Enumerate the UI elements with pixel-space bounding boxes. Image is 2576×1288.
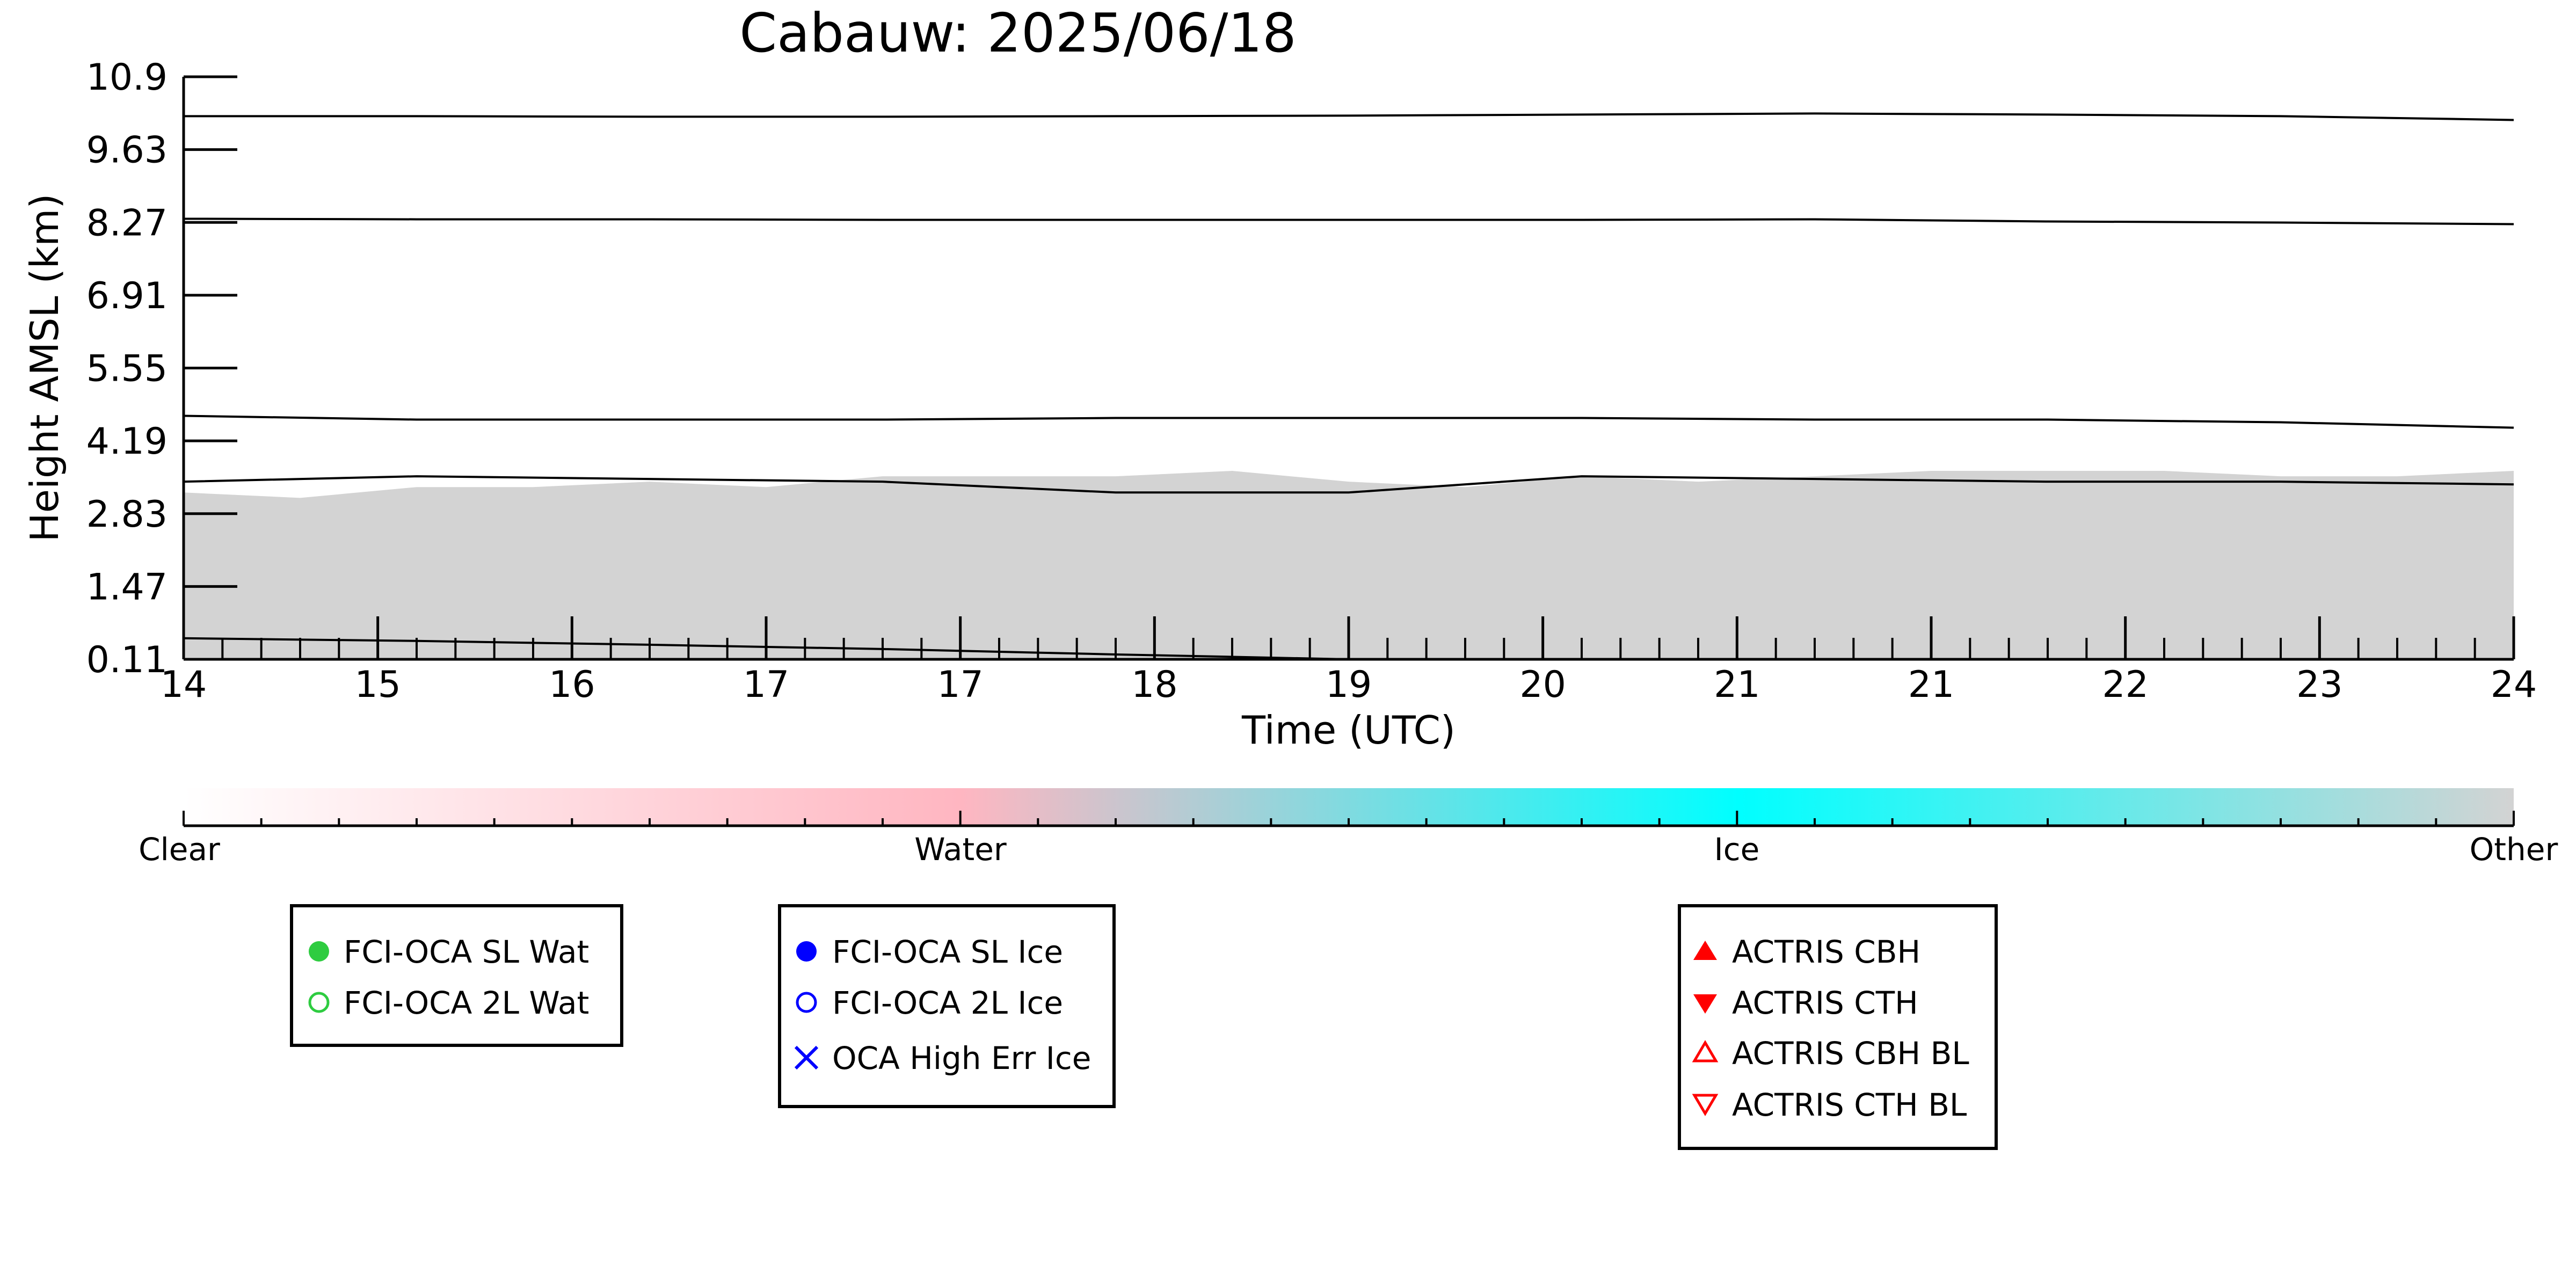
open-triangle-up-marker (1692, 1040, 1719, 1063)
filled-triangle-up-marker (1693, 941, 1717, 960)
height-line-4 (183, 217, 2514, 225)
legend-label: FCI-OCA 2L Wat (344, 985, 589, 1021)
y-tick-label: 0.11 (86, 639, 168, 681)
x-tick-label: 14 (161, 664, 207, 706)
cloud-mask-region (184, 471, 2514, 659)
x-tick-label: 23 (2296, 664, 2343, 706)
legend-actris: ACTRIS CBH ACTRIS CTH ACTRIS CBH BL ACTR… (1678, 904, 1998, 1150)
x-marker (794, 1045, 819, 1070)
colorbar-label-other: Other (2470, 831, 2558, 868)
open-circle-marker (796, 992, 817, 1013)
y-tick-label: 10.9 (86, 56, 168, 99)
x-tick-label: 24 (2491, 664, 2537, 706)
x-tick-label: 20 (1519, 664, 1566, 706)
height-line-2 (183, 475, 2514, 494)
x-tick-label: 18 (1131, 664, 1178, 706)
legend-ice: FCI-OCA SL Ice FCI-OCA 2L Ice OCA High E… (778, 904, 1116, 1108)
legend-label: FCI-OCA SL Ice (832, 934, 1063, 970)
colorbar-label-clear: Clear (139, 831, 220, 868)
x-tick-label: 17 (743, 664, 790, 706)
colorbar-ticks (183, 811, 2515, 826)
x-tick-label: 21 (1714, 664, 1760, 706)
x-tick-label: 19 (1326, 664, 1372, 706)
x-ticks: 14 15 16 17 17 18 19 20 21 21 22 23 24 (161, 616, 2537, 706)
x-tick-label: 16 (549, 664, 595, 706)
colorbar: Clear Water Ice Other (139, 788, 2558, 868)
open-circle-marker (308, 992, 330, 1013)
y-axis-label: Height AMSL (km) (22, 194, 67, 542)
legend-label: ACTRIS CBH BL (1732, 1035, 1969, 1072)
legend-box (1678, 904, 1998, 1150)
colorbar-label-ice: Ice (1714, 831, 1760, 868)
legend-label: ACTRIS CBH (1732, 934, 1920, 970)
legend-label: FCI-OCA SL Wat (344, 934, 589, 970)
x-tick-label: 22 (2102, 664, 2149, 706)
height-line-5 (184, 112, 2514, 121)
x-tick-label: 17 (937, 664, 984, 706)
y-tick-label: 4.19 (86, 420, 168, 463)
y-tick-label: 2.83 (86, 493, 168, 536)
colorbar-label-water: Water (914, 831, 1007, 868)
legend-label: OCA High Err Ice (832, 1040, 1091, 1076)
legend-label: FCI-OCA 2L Ice (832, 985, 1063, 1021)
legend-label: ACTRIS CTH BL (1732, 1087, 1967, 1123)
height-line-3 (183, 414, 2514, 429)
filled-circle-marker (309, 941, 329, 962)
legend-label: ACTRIS CTH (1732, 985, 1918, 1021)
y-tick-label: 8.27 (86, 202, 168, 244)
x-axis-label: Time (UTC) (1241, 708, 1456, 753)
legend-box (290, 904, 623, 1047)
y-ticks: 0.11 1.47 2.83 4.19 5.55 6.91 8.27 9.63 10.9 (86, 56, 237, 681)
x-tick-label: 15 (354, 664, 401, 706)
x-tick-label: 21 (1908, 664, 1955, 706)
chart-title: Cabauw: 2025/06/18 (739, 2, 1296, 64)
cloud-mask-area (184, 471, 2514, 659)
filled-circle-marker (796, 941, 817, 962)
y-tick-label: 5.55 (86, 348, 168, 390)
legend-water: FCI-OCA SL Wat FCI-OCA 2L Wat (290, 904, 623, 1047)
open-triangle-down-marker (1692, 1094, 1719, 1116)
legend-box (778, 904, 1116, 1108)
y-tick-label: 9.63 (86, 129, 168, 172)
y-tick-label: 6.91 (86, 275, 168, 317)
filled-triangle-down-marker (1693, 994, 1717, 1014)
y-tick-label: 1.47 (86, 566, 168, 608)
